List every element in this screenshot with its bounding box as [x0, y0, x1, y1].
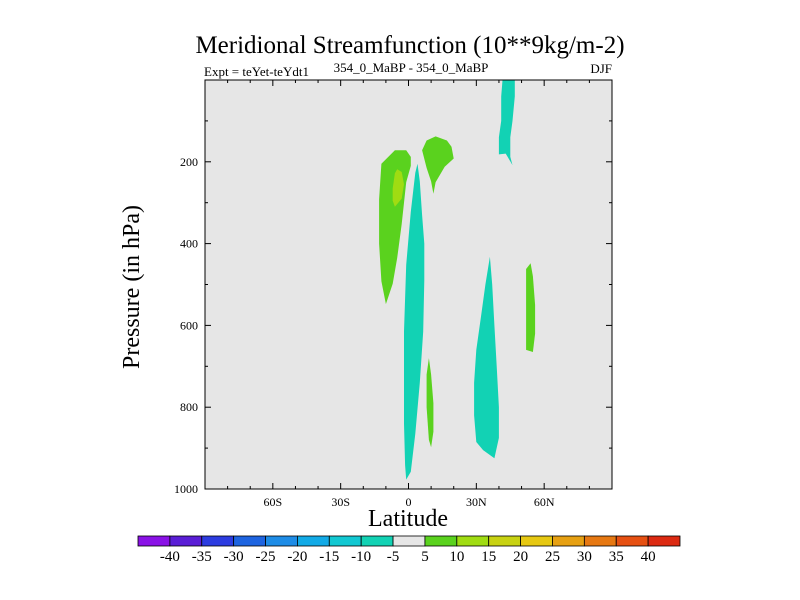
colorbar-swatch	[392, 535, 426, 547]
x-tick-label: 60S	[263, 495, 282, 509]
plot-area: 60S 30S 0 30N 60N 200 400 600 800 1000	[174, 79, 613, 509]
colorbar-tick-label: 25	[545, 549, 560, 565]
contour-cyan-nh-upper-column	[498, 80, 515, 166]
colorbar-swatch	[424, 535, 458, 547]
chart-title: Meridional Streamfunction (10**9kg/m-2)	[195, 32, 624, 59]
contour-cyan-equatorial-column	[404, 163, 425, 480]
colorbar-swatch	[169, 535, 203, 547]
colorbar: -40 -35 -30 -25 -20 -15 -10 -5 5 10 15 20 25 30 35 40	[137, 535, 681, 565]
colorbar-swatch	[297, 535, 330, 547]
colorbar-tick-label: -15	[319, 549, 339, 565]
contour-green-nh-thin-strip	[426, 358, 434, 448]
x-axis-label: Latitude	[368, 506, 448, 532]
colorbar-swatch	[583, 535, 617, 547]
colorbar-tick-label: -20	[287, 549, 307, 565]
y-tick-label: 400	[180, 237, 198, 251]
colorbar-tick-label: -10	[351, 549, 371, 565]
colorbar-swatch	[233, 535, 266, 547]
colorbar-swatch	[137, 535, 171, 547]
colorbar-tick-label: -40	[160, 549, 180, 565]
chart-subtitle-center: 354_0_MaBP - 354_0_MaBP	[334, 60, 489, 75]
colorbar-swatch	[552, 535, 585, 547]
colorbar-tick-label: -25	[256, 549, 276, 565]
colorbar-tick-label: 5	[421, 549, 429, 565]
y-tick-label: 1000	[174, 482, 198, 496]
chart-subtitle-left: Expt = teYet-teYdt1	[204, 64, 309, 79]
colorbar-swatch	[201, 535, 235, 547]
contour-green-nh-upper-blob	[422, 136, 454, 194]
contour-yellow-green-sh-core	[392, 169, 404, 207]
colorbar-swatch	[265, 535, 298, 547]
colorbar-swatch	[328, 535, 362, 547]
x-tick-label: 30N	[466, 495, 487, 509]
x-tick-label: 60N	[534, 495, 555, 509]
colorbar-tick-label: -30	[224, 549, 244, 565]
contour-regions	[379, 80, 536, 480]
colorbar-swatch	[615, 535, 649, 547]
contour-green-nh-lower-column	[526, 263, 536, 352]
colorbar-tick-label: 15	[481, 549, 496, 565]
colorbar-tick-label: 35	[609, 549, 624, 565]
contour-cyan-nh-lower-column	[474, 256, 499, 459]
colorbar-swatch	[456, 535, 490, 547]
colorbar-swatch	[360, 535, 394, 547]
x-tick-label: 30S	[331, 495, 350, 509]
colorbar-tick-label: 40	[641, 549, 656, 565]
x-tick-label: 0	[406, 495, 412, 509]
y-tick-label: 600	[180, 318, 198, 332]
colorbar-tick-label: -35	[192, 549, 212, 565]
y-tick-label: 200	[180, 155, 198, 169]
chart-subtitle-right: DJF	[590, 61, 612, 76]
colorbar-swatch	[520, 535, 553, 547]
y-axis-label: Pressure (in hPa)	[119, 205, 145, 369]
colorbar-swatch	[647, 535, 681, 547]
colorbar-tick-label: 30	[577, 549, 592, 565]
colorbar-tick-label: 10	[449, 549, 464, 565]
y-tick-label: 800	[180, 400, 198, 414]
colorbar-tick-label: 20	[513, 549, 528, 565]
colorbar-tick-label: -5	[387, 549, 400, 565]
colorbar-swatch	[488, 535, 521, 547]
